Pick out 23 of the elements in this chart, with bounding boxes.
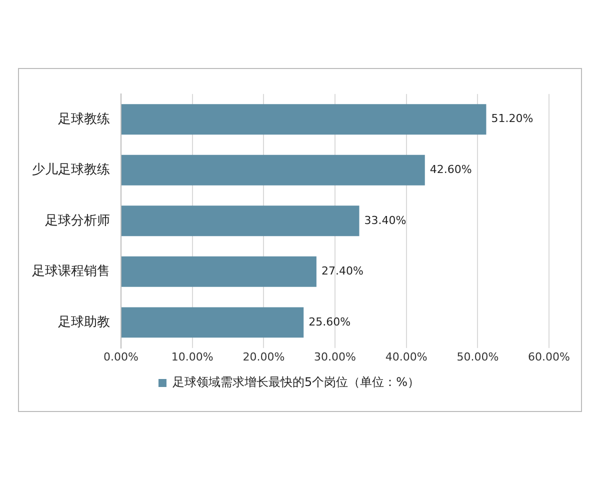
legend-label: 足球领域需求增长最快的5个岗位（单位：%） (172, 375, 420, 390)
x-tick-label: 0.00% (104, 350, 138, 364)
data-label: 25.60% (308, 315, 351, 328)
bar (122, 256, 316, 287)
x-tick-label: 20.00% (242, 350, 285, 364)
y-tick-label: 足球教练 (58, 112, 110, 127)
y-tick-label: 足球助教 (58, 314, 110, 330)
data-label: 51.20% (491, 112, 534, 126)
bar (122, 154, 425, 186)
y-tick-label: 足球分析师 (45, 213, 110, 228)
data-label: 27.40% (321, 264, 364, 278)
x-tick-label: 50.00% (456, 350, 499, 364)
x-tick-label: 40.00% (385, 350, 428, 364)
bar (122, 206, 360, 236)
bar (122, 104, 486, 135)
x-tick-label: 10.00% (171, 350, 214, 364)
data-label: 42.60% (430, 163, 472, 176)
data-label: 33.40% (364, 214, 406, 227)
x-tick-label: 60.00% (528, 350, 570, 364)
bar (122, 307, 304, 338)
y-tick-label: 少儿足球教练 (32, 162, 110, 178)
y-tick-label: 足球课程销售 (32, 264, 110, 280)
x-tick-label: 30.00% (314, 350, 356, 364)
